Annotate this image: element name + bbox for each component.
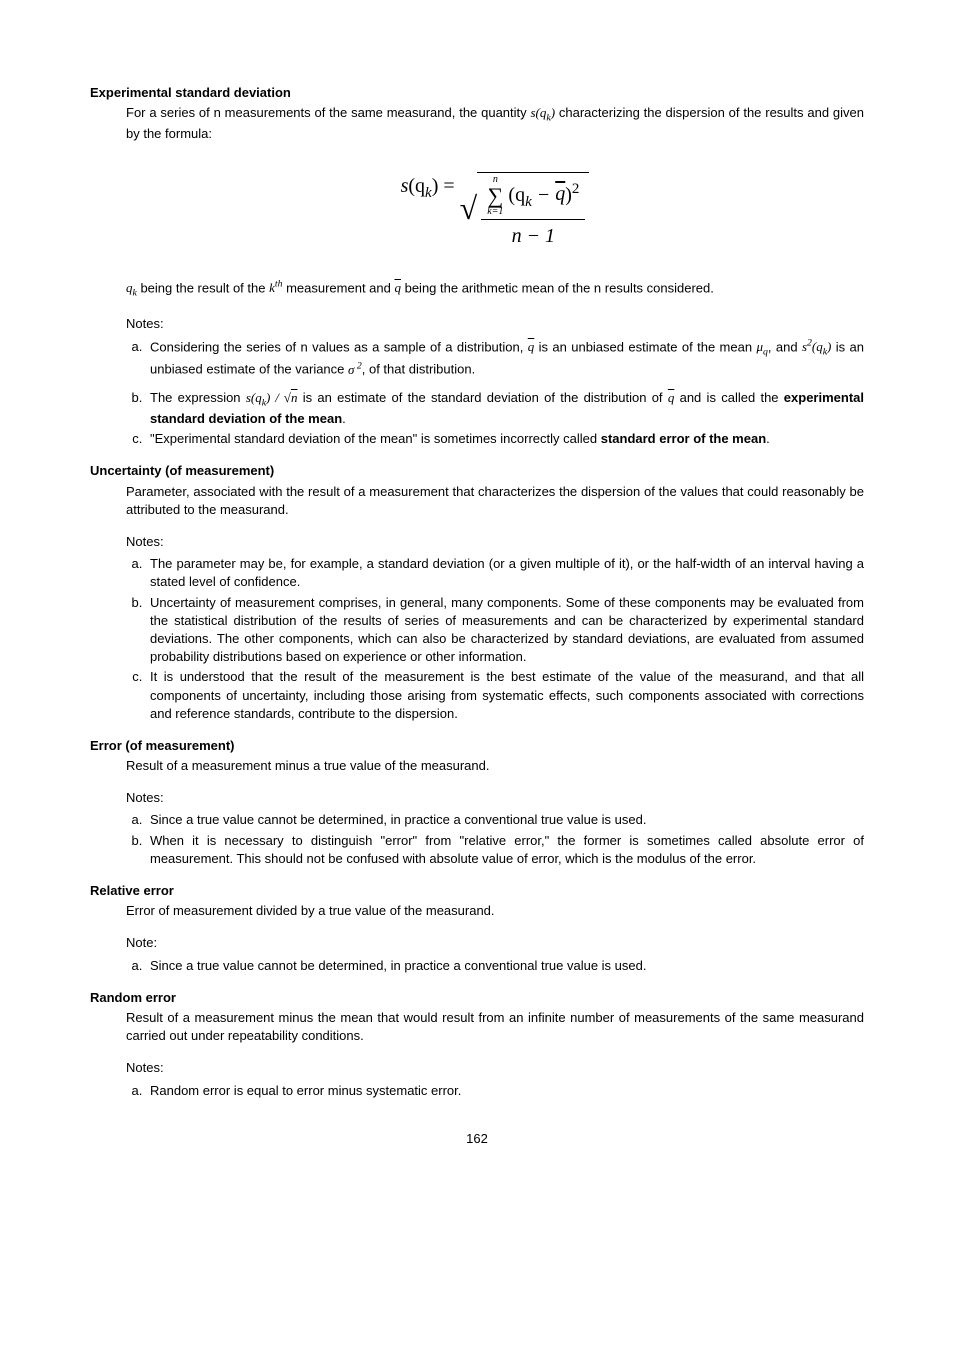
randerror-notes-list: Random error is equal to error minus sys… — [90, 1082, 864, 1100]
section-title-uncertainty: Uncertainty (of measurement) — [90, 462, 864, 480]
esd-formula: s(qk) = √ n ∑ k=1 (qk − q)2 n − 1 — [126, 172, 864, 250]
uncertainty-notes-list: The parameter may be, for example, a sta… — [90, 555, 864, 723]
page-number: 162 — [90, 1130, 864, 1148]
esd-sqk: s(qk) — [530, 105, 555, 120]
list-item: It is understood that the result of the … — [146, 668, 864, 723]
relerror-notes-label: Note: — [126, 934, 864, 952]
list-item: Random error is equal to error minus sys… — [146, 1082, 864, 1100]
esd-intro: For a series of n measurements of the sa… — [126, 104, 864, 143]
section-title-relerror: Relative error — [90, 882, 864, 900]
section-title-randerror: Random error — [90, 989, 864, 1007]
esd-notes-list: Considering the series of n values as a … — [90, 337, 864, 449]
section-title-esd: Experimental standard deviation — [90, 84, 864, 102]
randerror-intro: Result of a measurement minus the mean t… — [126, 1009, 864, 1045]
list-item: Uncertainty of measurement comprises, in… — [146, 594, 864, 667]
error-notes-label: Notes: — [126, 789, 864, 807]
esd-after: qk being the result of the kth measureme… — [126, 278, 864, 301]
error-notes-list: Since a true value cannot be determined,… — [90, 811, 864, 868]
esd-intro-a: For a series of n measurements of the sa… — [126, 105, 530, 120]
list-item: Considering the series of n values as a … — [146, 337, 864, 379]
randerror-notes-label: Notes: — [126, 1059, 864, 1077]
esd-notes-label: Notes: — [126, 315, 864, 333]
list-item: When it is necessary to distinguish "err… — [146, 832, 864, 868]
list-item: "Experimental standard deviation of the … — [146, 430, 864, 448]
relerror-notes-list: Since a true value cannot be determined,… — [90, 957, 864, 975]
list-item: Since a true value cannot be determined,… — [146, 957, 864, 975]
section-title-error: Error (of measurement) — [90, 737, 864, 755]
list-item: The expression s(qk) / √n is an estimate… — [146, 389, 864, 428]
uncertainty-notes-label: Notes: — [126, 533, 864, 551]
list-item: Since a true value cannot be determined,… — [146, 811, 864, 829]
list-item: The parameter may be, for example, a sta… — [146, 555, 864, 591]
error-intro: Result of a measurement minus a true val… — [126, 757, 864, 775]
relerror-intro: Error of measurement divided by a true v… — [126, 902, 864, 920]
uncertainty-intro: Parameter, associated with the result of… — [126, 483, 864, 519]
